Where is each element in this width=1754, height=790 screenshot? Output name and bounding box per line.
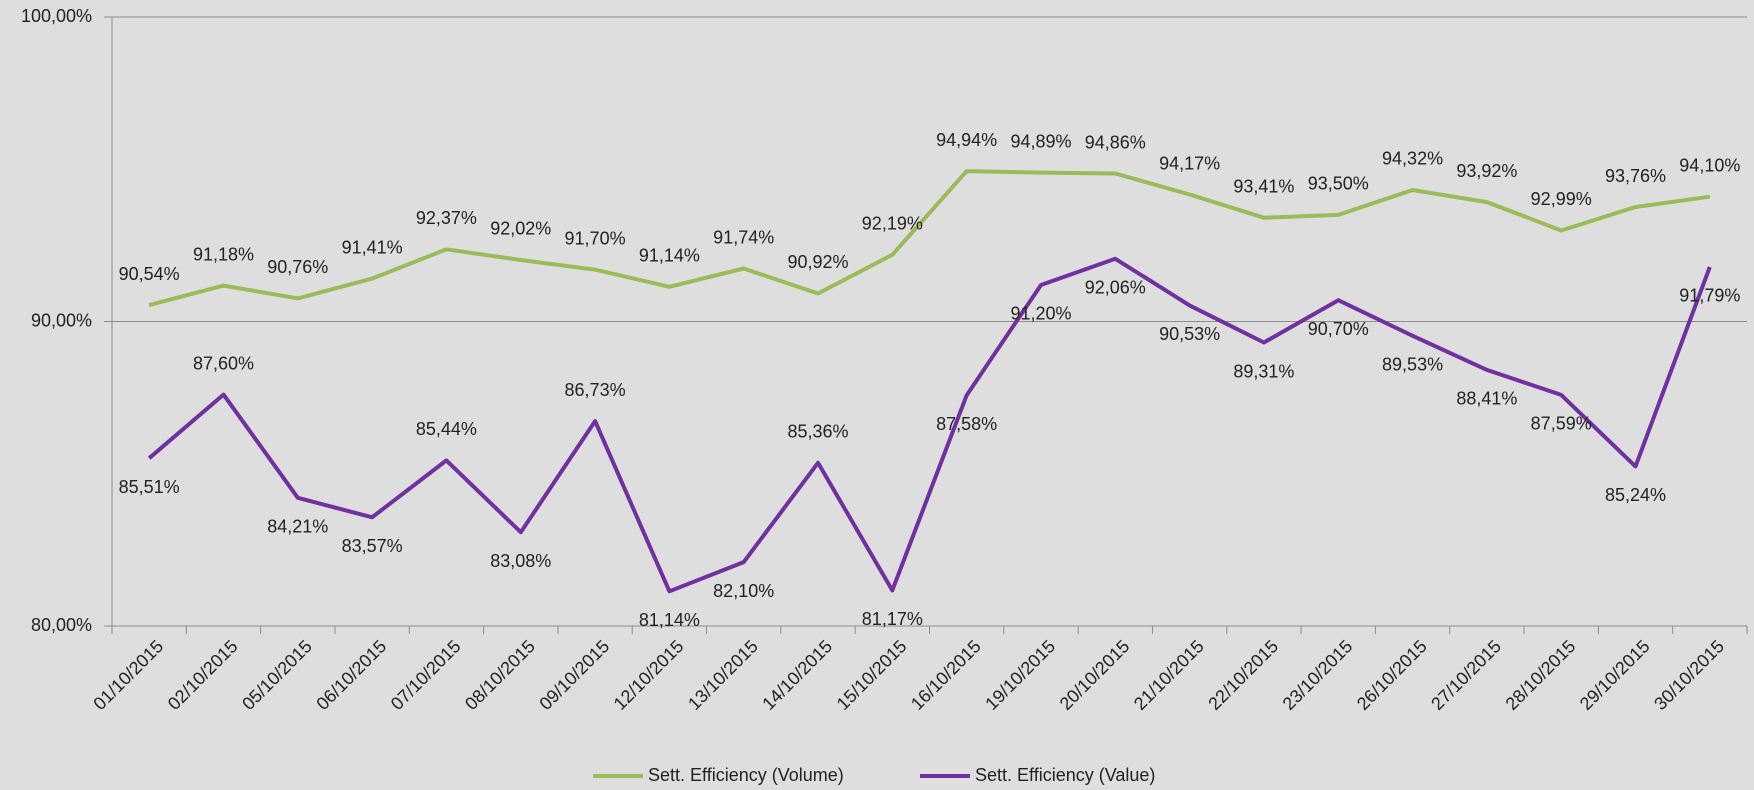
- data-label: 93,76%: [1605, 166, 1666, 186]
- series-line: [147, 256, 1712, 594]
- data-label: 85,24%: [1605, 485, 1666, 505]
- data-label: 87,58%: [936, 414, 997, 434]
- data-label: 92,02%: [490, 219, 551, 239]
- data-label: 85,36%: [787, 422, 848, 442]
- x-tick-label: 23/10/2015: [1279, 636, 1357, 714]
- x-tick-label: 05/10/2015: [238, 636, 316, 714]
- x-tick-label: 02/10/2015: [164, 636, 242, 714]
- data-label: 85,44%: [416, 419, 477, 439]
- data-label: 91,74%: [713, 227, 774, 247]
- x-tick-label: 26/10/2015: [1353, 636, 1431, 714]
- data-label: 86,73%: [565, 380, 626, 400]
- legend-label: Sett. Efficiency (Volume): [648, 765, 844, 785]
- legend-label: Sett. Efficiency (Value): [975, 765, 1155, 785]
- x-tick-label: 30/10/2015: [1650, 636, 1728, 714]
- data-label: 85,51%: [119, 477, 180, 497]
- data-label: 93,50%: [1308, 174, 1369, 194]
- x-tick-label: 07/10/2015: [387, 636, 465, 714]
- x-tick-label: 27/10/2015: [1427, 636, 1505, 714]
- data-label: 93,92%: [1456, 161, 1517, 181]
- x-tick-label: 29/10/2015: [1576, 636, 1654, 714]
- x-tick-label: 20/10/2015: [1056, 636, 1134, 714]
- data-label: 81,14%: [639, 610, 700, 630]
- data-label: 94,32%: [1382, 149, 1443, 169]
- data-label: 91,41%: [342, 237, 403, 257]
- x-tick-label: 14/10/2015: [758, 636, 836, 714]
- data-label: 91,18%: [193, 244, 254, 264]
- data-label: 90,70%: [1308, 319, 1369, 339]
- x-tick-label: 22/10/2015: [1204, 636, 1282, 714]
- data-label: 83,57%: [342, 536, 403, 556]
- data-label: 90,53%: [1159, 324, 1220, 344]
- data-label: 93,41%: [1233, 176, 1294, 196]
- x-tick-label: 21/10/2015: [1130, 636, 1208, 714]
- x-tick-label: 15/10/2015: [833, 636, 911, 714]
- data-label: 92,37%: [416, 208, 477, 228]
- series-line: [148, 169, 1711, 308]
- data-label: 87,60%: [193, 353, 254, 373]
- data-label: 88,41%: [1456, 389, 1517, 409]
- y-tick-label: 80,00%: [31, 615, 92, 635]
- data-label: 87,59%: [1531, 414, 1592, 434]
- data-label: 83,08%: [490, 551, 551, 571]
- data-label: 94,10%: [1679, 155, 1740, 175]
- data-label: 90,76%: [267, 257, 328, 277]
- x-tick-label: 28/10/2015: [1502, 636, 1580, 714]
- y-tick-label: 100,00%: [21, 6, 92, 26]
- x-tick-label: 13/10/2015: [684, 636, 762, 714]
- y-tick-label: 90,00%: [31, 310, 92, 330]
- x-tick-label: 08/10/2015: [461, 636, 539, 714]
- data-label: 89,53%: [1382, 355, 1443, 375]
- data-label: 91,14%: [639, 246, 700, 266]
- x-tick-label: 12/10/2015: [610, 636, 688, 714]
- data-label: 94,86%: [1085, 132, 1146, 152]
- x-tick-label: 09/10/2015: [535, 636, 613, 714]
- x-tick-label: 19/10/2015: [981, 636, 1059, 714]
- data-label: 92,06%: [1085, 278, 1146, 298]
- data-label: 91,20%: [1010, 304, 1071, 324]
- data-label: 91,79%: [1679, 286, 1740, 306]
- data-label: 90,92%: [787, 252, 848, 272]
- x-tick-label: 06/10/2015: [312, 636, 390, 714]
- data-label: 82,10%: [713, 581, 774, 601]
- data-label: 92,19%: [862, 214, 923, 234]
- data-label: 94,89%: [1010, 131, 1071, 151]
- data-label: 94,94%: [936, 130, 997, 150]
- data-label: 81,17%: [862, 609, 923, 629]
- data-label: 89,31%: [1233, 361, 1294, 381]
- x-tick-label: 16/10/2015: [907, 636, 985, 714]
- data-label: 91,70%: [565, 228, 626, 248]
- data-label: 92,99%: [1531, 189, 1592, 209]
- data-label: 84,21%: [267, 517, 328, 537]
- x-tick-label: 01/10/2015: [89, 636, 167, 714]
- data-label: 90,54%: [119, 264, 180, 284]
- data-label: 94,17%: [1159, 153, 1220, 173]
